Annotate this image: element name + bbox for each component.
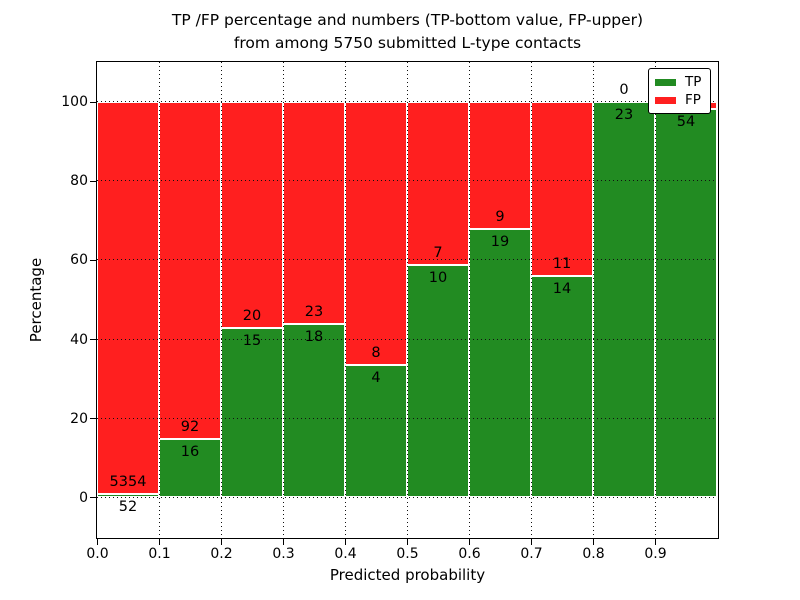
x-tick-mark <box>531 539 532 545</box>
bar-fp-count-label: 20 <box>242 307 262 324</box>
x-tick-mark <box>655 539 656 545</box>
x-tick-mark <box>221 539 222 545</box>
legend-label-tp: TP <box>685 74 702 90</box>
v-gridline <box>344 62 346 537</box>
y-tick-label: 60 <box>70 252 88 269</box>
bar-tp-count-label: 19 <box>490 233 510 250</box>
bar-tp-count-label: 23 <box>614 106 634 123</box>
bar-segment-fp <box>407 101 469 265</box>
legend: TP FP <box>648 68 711 114</box>
bar-fp-count-label: 5354 <box>109 473 147 490</box>
x-tick-label: 0.6 <box>458 546 481 562</box>
bar-fp-count-label: 8 <box>371 345 381 362</box>
bar-segment-tp <box>221 327 283 498</box>
y-tick-label: 40 <box>70 331 88 348</box>
legend-label-fp: FP <box>685 92 701 108</box>
bar-segment-fp <box>97 101 159 494</box>
bar-fp-count-label: 92 <box>180 418 200 435</box>
bar-fp-count-label: 7 <box>433 244 443 261</box>
bar-segment-tp <box>345 365 407 498</box>
bar-tp-count-label: 52 <box>118 498 138 515</box>
bar-segment-fp <box>345 101 407 366</box>
y-tick-mark <box>89 180 96 182</box>
x-tick-mark <box>407 539 408 545</box>
chart-title-line1: TP /FP percentage and numbers (TP-bottom… <box>171 11 644 29</box>
bar-tp-count-label: 16 <box>180 443 200 460</box>
bar-segment-fp <box>531 101 593 276</box>
bar-segment-tp <box>283 323 345 498</box>
x-axis-label: Predicted probability <box>329 566 486 584</box>
bar-tp-count-label: 4 <box>371 370 381 387</box>
bar-tp-count-label: 18 <box>304 328 324 345</box>
v-gridline <box>468 62 470 537</box>
v-gridline <box>220 62 222 537</box>
x-tick-mark <box>97 539 98 545</box>
v-gridline <box>158 62 160 537</box>
legend-entry-fp: FP <box>655 93 704 107</box>
y-axis-label: Percentage <box>27 257 45 343</box>
y-tick-mark <box>89 259 96 261</box>
y-tick-mark <box>89 101 96 103</box>
bar-fp-count-label: 11 <box>552 255 572 272</box>
y-tick-label: 80 <box>70 173 88 190</box>
x-tick-label: 0.2 <box>210 546 233 562</box>
bar-segment-tp <box>593 101 655 498</box>
bar-segment-fp <box>159 101 221 439</box>
chart-title: TP /FP percentage and numbers (TP-bottom… <box>96 9 719 55</box>
x-tick-mark <box>469 539 470 545</box>
v-gridline <box>406 62 408 537</box>
bar-segment-fp <box>283 101 345 324</box>
v-gridline <box>282 62 284 537</box>
bar-fp-count-label: 9 <box>495 208 505 225</box>
x-tick-label: 0.7 <box>520 546 543 562</box>
x-tick-mark <box>283 539 284 545</box>
bar-fp-count-label: 0 <box>619 81 629 98</box>
bar-segment-tp <box>469 228 531 498</box>
y-tick-label: 20 <box>70 410 88 427</box>
v-gridline <box>592 62 594 537</box>
bar-fp-count-label: 23 <box>304 303 324 320</box>
bar-segment-tp <box>655 108 717 498</box>
bar-segment-tp <box>531 275 593 498</box>
v-gridline <box>530 62 532 537</box>
bar-tp-count-label: 10 <box>428 269 448 286</box>
x-tick-mark <box>593 539 594 545</box>
x-tick-label: 0.4 <box>334 546 357 562</box>
y-tick-label: 0 <box>79 489 88 506</box>
x-tick-label: 0.3 <box>272 546 295 562</box>
x-tick-label: 0.1 <box>148 546 171 562</box>
y-tick-mark <box>89 497 96 499</box>
bar-tp-count-label: 14 <box>552 280 572 297</box>
bar-segment-tp <box>407 264 469 498</box>
y-tick-mark <box>89 339 96 341</box>
y-tick-label: 100 <box>61 94 88 111</box>
x-tick-label: 0.5 <box>396 546 419 562</box>
bar-segment-fp <box>221 101 283 328</box>
plot-area: 535452921620152318847109191114023154 <box>96 61 719 539</box>
x-tick-mark <box>159 539 160 545</box>
y-tick-mark <box>89 418 96 420</box>
chart-title-line2: from among 5750 submitted L-type contact… <box>233 34 582 52</box>
x-tick-mark <box>345 539 346 545</box>
tp-swatch-icon <box>655 78 676 86</box>
v-gridline <box>654 62 656 537</box>
x-tick-label: 0.9 <box>644 546 667 562</box>
bar-tp-count-label: 15 <box>242 332 262 349</box>
bar-tp-count-label: 54 <box>676 113 696 130</box>
x-tick-label: 0.8 <box>582 546 605 562</box>
fp-swatch-icon <box>655 96 676 104</box>
legend-entry-tp: TP <box>655 75 704 89</box>
x-tick-label: 0.0 <box>86 546 109 562</box>
